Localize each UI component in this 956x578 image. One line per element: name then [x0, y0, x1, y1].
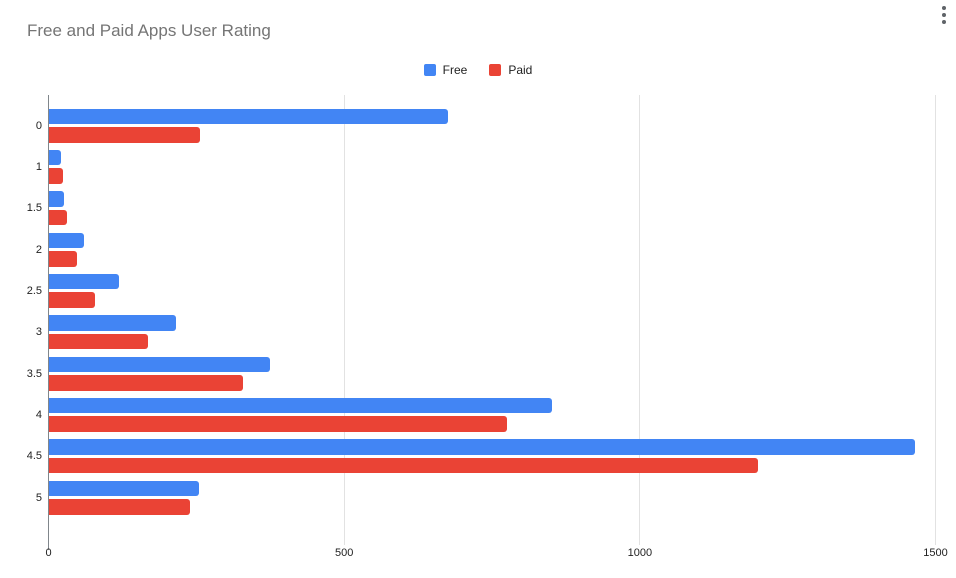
y-axis-labels: 0 1 1.5 2 2.5 3 3.5 4 4.5 5 [0, 95, 42, 545]
x-axis-tick-label: 0 [45, 547, 52, 559]
bar-paid-rating-4.5[interactable] [49, 457, 758, 474]
legend-label: Paid [508, 63, 533, 77]
bar-paid-rating-2[interactable] [49, 251, 77, 267]
kebab-dot [942, 20, 946, 24]
bar-free-rating-0[interactable] [49, 108, 448, 124]
y-axis-category-label: 2 [35, 243, 42, 256]
y-axis-category-label: 3 [35, 326, 42, 339]
bar-free-rating-5[interactable] [49, 480, 200, 497]
x-axis-zero-tick [48, 545, 49, 550]
bar-free-rating-2[interactable] [49, 232, 84, 249]
legend-swatch-free [423, 64, 436, 76]
x-axis-tick-label: 1000 [627, 547, 653, 559]
legend-label: Free [442, 63, 468, 77]
kebab-dot [942, 6, 946, 10]
chart-legend: Free Paid [0, 63, 956, 77]
y-axis-category-label: 0 [35, 119, 42, 132]
chart-title: Free and Paid Apps User Rating [27, 21, 271, 40]
bar-paid-rating-2.5[interactable] [49, 292, 95, 308]
bar-paid-rating-5[interactable] [49, 499, 190, 515]
bar-paid-rating-1.5[interactable] [49, 209, 67, 226]
x-axis-tick-label: 500 [334, 547, 354, 559]
plot-area [48, 95, 936, 550]
bar-paid-rating-3[interactable] [49, 333, 149, 350]
bar-paid-rating-0[interactable] [49, 127, 200, 143]
bar-free-rating-4[interactable] [49, 397, 553, 414]
bar-paid-rating-1[interactable] [49, 168, 64, 184]
bar-free-rating-3[interactable] [49, 315, 177, 331]
bar-free-rating-3.5[interactable] [49, 356, 271, 373]
gridline-1500 [935, 95, 936, 545]
bar-paid-rating-3.5[interactable] [49, 375, 243, 391]
x-axis-tick-label: 1500 [923, 547, 948, 559]
bar-free-rating-1.5[interactable] [49, 191, 65, 207]
y-axis-category-label: 3.5 [26, 367, 42, 380]
y-axis-category-label: 1.5 [26, 202, 42, 215]
legend-swatch-paid [489, 64, 502, 76]
y-axis-category-label: 2.5 [26, 284, 42, 297]
bar-free-rating-4.5[interactable] [49, 439, 915, 455]
legend-item-free[interactable]: Free [423, 63, 468, 77]
x-axis-labels: 0 500 1000 1500 [0, 547, 956, 561]
chart-options-kebab-menu-icon[interactable] [935, 2, 953, 28]
y-axis-category-label: 5 [35, 491, 42, 504]
bar-free-rating-2.5[interactable] [49, 273, 120, 290]
kebab-dot [942, 13, 946, 17]
gridline-500 [343, 95, 345, 545]
y-axis-category-label: 4 [35, 408, 42, 421]
legend-item-paid[interactable]: Paid [489, 63, 532, 77]
bar-free-rating-1[interactable] [49, 149, 61, 166]
y-axis-category-label: 4.5 [26, 450, 42, 463]
y-axis-category-label: 1 [35, 160, 42, 173]
bar-paid-rating-4[interactable] [49, 416, 508, 432]
gridline-1000 [639, 95, 641, 545]
